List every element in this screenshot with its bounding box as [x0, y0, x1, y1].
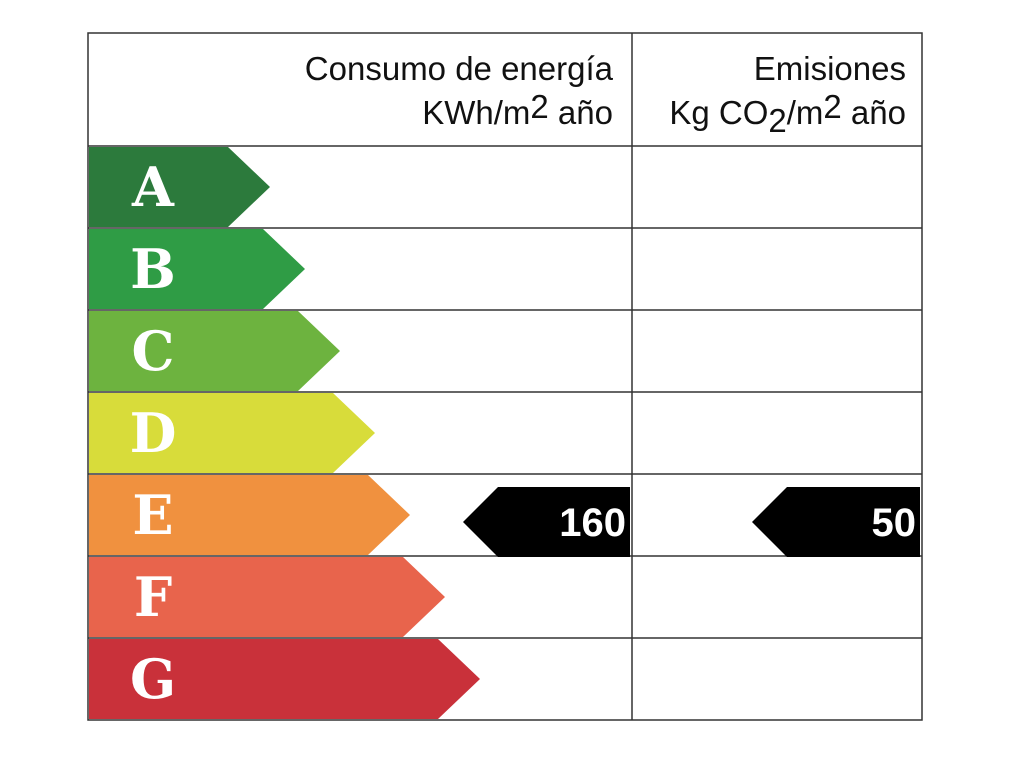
energy-indicator	[463, 487, 630, 557]
rating-letter: A	[131, 155, 175, 219]
rating-letter: E	[132, 483, 173, 547]
energy-value: 160	[559, 501, 626, 545]
rating-arrow	[89, 639, 480, 719]
rating-letter: B	[130, 237, 176, 301]
unit-sup: 2	[530, 88, 548, 125]
rating-arrow	[89, 393, 375, 473]
emissions-unit: Kg CO2/m2 año	[669, 88, 906, 139]
rating-arrow	[89, 557, 445, 637]
energy-title: Consumo de energía	[305, 50, 614, 87]
rating-letter: D	[130, 401, 177, 465]
rating-arrow	[89, 229, 305, 309]
unit-sup: 2	[823, 88, 841, 125]
rating-arrow	[89, 311, 340, 391]
unit-part: KWh/m	[422, 94, 530, 131]
rating-letter: G	[130, 647, 176, 711]
rating-letter: F	[134, 565, 172, 629]
rating-arrow	[89, 475, 410, 555]
unit-sub: 2	[768, 102, 786, 139]
unit-part: /m	[787, 94, 824, 131]
emissions-value: 50	[872, 501, 917, 545]
rating-arrow	[89, 147, 270, 227]
emissions-title: Emisiones	[754, 50, 906, 87]
unit-part: Kg CO	[669, 94, 768, 131]
emissions-indicator	[752, 487, 920, 557]
energy-unit: KWh/m2 año	[422, 88, 613, 131]
unit-part: año	[549, 94, 613, 131]
unit-part: año	[842, 94, 906, 131]
rating-letter: C	[132, 319, 175, 383]
table-border	[87, 32, 923, 721]
